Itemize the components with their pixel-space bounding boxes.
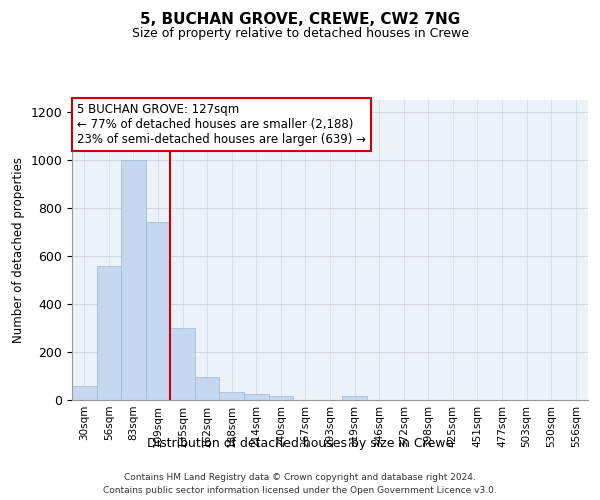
Y-axis label: Number of detached properties: Number of detached properties — [12, 157, 25, 343]
Text: 5, BUCHAN GROVE, CREWE, CW2 7NG: 5, BUCHAN GROVE, CREWE, CW2 7NG — [140, 12, 460, 28]
Bar — [146, 222, 170, 400]
Bar — [121, 160, 146, 400]
Bar — [97, 266, 121, 400]
Text: Contains public sector information licensed under the Open Government Licence v3: Contains public sector information licen… — [103, 486, 497, 495]
Text: 5 BUCHAN GROVE: 127sqm
← 77% of detached houses are smaller (2,188)
23% of semi-: 5 BUCHAN GROVE: 127sqm ← 77% of detached… — [77, 103, 366, 146]
Bar — [170, 328, 195, 400]
Bar — [195, 377, 220, 400]
Text: Size of property relative to detached houses in Crewe: Size of property relative to detached ho… — [131, 28, 469, 40]
Bar — [244, 394, 269, 400]
Bar — [72, 386, 97, 400]
Text: Contains HM Land Registry data © Crown copyright and database right 2024.: Contains HM Land Registry data © Crown c… — [124, 472, 476, 482]
Bar — [269, 396, 293, 400]
Bar — [220, 392, 244, 400]
Bar — [342, 396, 367, 400]
Text: Distribution of detached houses by size in Crewe: Distribution of detached houses by size … — [147, 438, 453, 450]
